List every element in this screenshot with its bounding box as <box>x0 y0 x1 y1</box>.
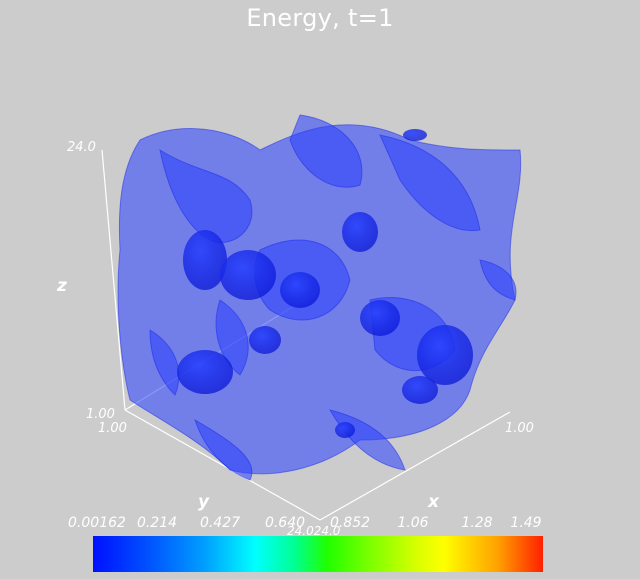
colorbar-tick-label: 0.00162 <box>68 515 126 531</box>
origin-tick-labels: 24.024.0 <box>287 524 341 538</box>
y-axis-label: y <box>198 492 210 512</box>
isosurface-sheets <box>117 114 522 481</box>
x-far-tick-label: 1.00 <box>505 421 534 436</box>
colorbar-tick-label: 1.06 <box>397 515 429 531</box>
colorbar-gradient <box>93 536 543 572</box>
plot-title: Energy, t=1 <box>246 4 394 32</box>
colorbar-tick-label: 1.28 <box>461 515 493 531</box>
colorbar-tick-label: 0.214 <box>136 515 178 531</box>
x-axis-label: x <box>428 492 439 512</box>
colorbar-tick-label: 0.427 <box>199 515 241 531</box>
z-min-tick-label: 1.00 <box>86 407 115 422</box>
energy-blobs <box>177 129 473 438</box>
colorbar-tick-label: 1.49 <box>510 515 542 531</box>
z-max-tick-label: 24.0 <box>67 140 96 155</box>
colorbar-tick-label: 0.852 <box>329 515 371 531</box>
z-axis-label: z <box>57 276 67 296</box>
y-near-tick-label: 1.00 <box>98 421 127 436</box>
colorbar-tick-label: 0.640 <box>264 515 306 531</box>
